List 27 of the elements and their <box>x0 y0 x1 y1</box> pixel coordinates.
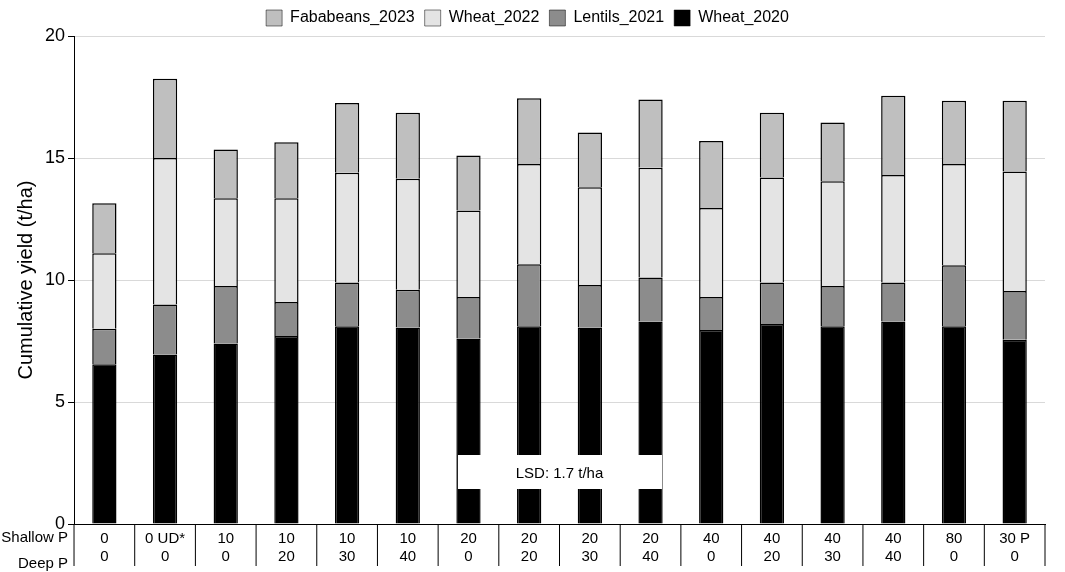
legend-label: Lentils_2021 <box>573 8 665 27</box>
legend-label: Wheat_2022 <box>448 8 540 27</box>
x-tick-label: 40 0 <box>702 529 720 565</box>
x-tick-label: 10 0 <box>217 529 235 565</box>
y-tick-label: 5 <box>55 390 66 411</box>
x-tick-label: 30 P 0 <box>999 529 1031 565</box>
x-tick-label: 0 UD* 0 <box>145 529 186 565</box>
legend-label: Wheat_2020 <box>698 8 789 27</box>
y-tick-label: 20 <box>44 24 66 45</box>
x-tick-label: 40 20 <box>763 529 781 565</box>
x-tick-label: 40 30 <box>824 529 841 565</box>
x-tick-label: 10 40 <box>399 529 417 565</box>
x-tick-label: 20 0 <box>460 529 477 565</box>
x-tick-label: 10 20 <box>278 529 295 565</box>
x-tick-label: 0 0 <box>100 529 109 565</box>
x-tick-label: 80 0 <box>945 529 963 565</box>
annotation: LSD: 1.7 t/ha <box>515 463 604 481</box>
x-tick-label: 20 30 <box>581 529 599 565</box>
y-tick-label: 10 <box>44 268 66 289</box>
legend-label: Fababeans_2023 <box>290 8 415 27</box>
y-axis-title: Cumulative yield (t/ha) <box>13 180 36 380</box>
x-tick-label: 10 30 <box>338 529 356 565</box>
x-tick-label: 20 20 <box>520 529 538 565</box>
x-tick-label: 40 40 <box>884 529 902 565</box>
text: Deep P <box>17 554 69 572</box>
y-tick-label: 15 <box>44 146 66 167</box>
x-tick-label: 20 40 <box>642 529 659 565</box>
